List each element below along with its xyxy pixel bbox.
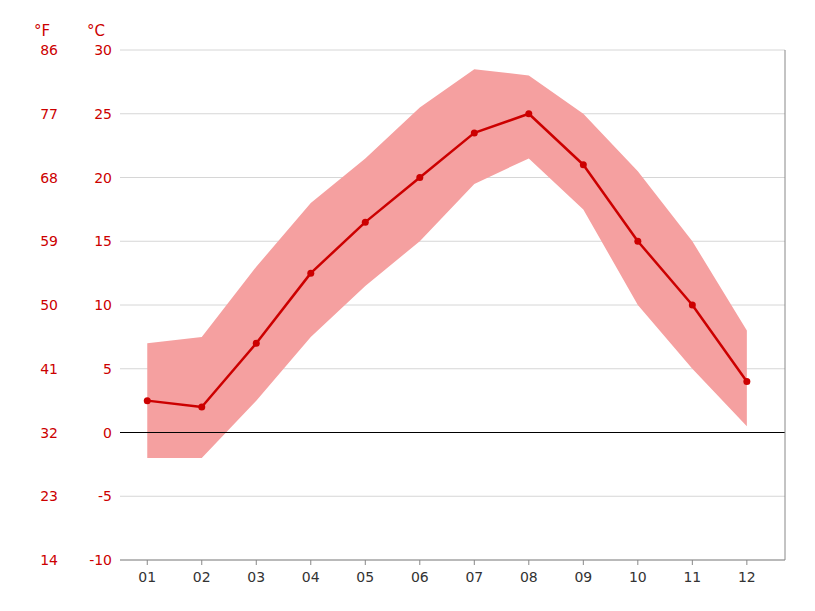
temperature-band [147, 69, 747, 458]
x-tick-label: 10 [629, 569, 647, 585]
background [0, 0, 815, 611]
x-tick [201, 560, 202, 565]
y2-tick-label: 50 [40, 297, 58, 313]
y-tick-label: 15 [94, 233, 112, 249]
y-tick-label: 0 [103, 425, 112, 441]
x-tick [474, 560, 475, 565]
x-tick-label: 12 [738, 569, 756, 585]
x-tick [419, 560, 420, 565]
average-marker [362, 219, 369, 226]
x-tick-label: 08 [520, 569, 538, 585]
y2-tick-label: 77 [40, 106, 58, 122]
average-marker [253, 340, 260, 347]
y-tick-label: -10 [89, 552, 112, 568]
average-line [147, 114, 747, 407]
y2-tick-label: 23 [40, 488, 58, 504]
grid [120, 50, 785, 560]
x-tick [310, 560, 311, 565]
right-axis-line [785, 50, 786, 560]
y-tick-label: 30 [94, 42, 112, 58]
plot-data [120, 69, 785, 458]
x-tick-label: 01 [138, 569, 156, 585]
x-tick-label: 11 [683, 569, 701, 585]
average-marker [144, 397, 151, 404]
x-tick [692, 560, 693, 565]
average-marker [307, 270, 314, 277]
average-marker [634, 238, 641, 245]
x-tick [365, 560, 366, 565]
y-tick-label: 25 [94, 106, 112, 122]
x-tick-label: 03 [247, 569, 265, 585]
y-tick-label: -5 [98, 488, 112, 504]
x-tick-label: 04 [302, 569, 320, 585]
average-marker [580, 161, 587, 168]
average-marker [525, 110, 532, 117]
y2-tick-label: 68 [40, 170, 58, 186]
chart: -10-5051015202530142332415059687786°C°F0… [0, 0, 815, 611]
x-tick-label: 09 [574, 569, 592, 585]
y-tick-label: 5 [103, 361, 112, 377]
zero-line [120, 432, 785, 433]
x-tick [147, 560, 148, 565]
grid-line [120, 50, 785, 51]
y2-tick-label: 86 [40, 42, 58, 58]
x-tick [637, 560, 638, 565]
average-marker [743, 378, 750, 385]
x-tick-label: 07 [465, 569, 483, 585]
x-tick [256, 560, 257, 565]
average-marker [416, 174, 423, 181]
x-axis-line [120, 560, 785, 561]
x-tick-label: 06 [411, 569, 429, 585]
y-tick-label: 10 [94, 297, 112, 313]
y2-tick-label: 32 [40, 425, 58, 441]
average-marker [198, 404, 205, 411]
x-tick [583, 560, 584, 565]
x-tick-label: 02 [193, 569, 211, 585]
x-tick-label: 05 [356, 569, 374, 585]
x-tick [528, 560, 529, 565]
average-marker [689, 302, 696, 309]
y-tick-label: 20 [94, 170, 112, 186]
grid-line [120, 432, 785, 433]
average-marker [471, 129, 478, 136]
y2-tick-label: 14 [40, 552, 58, 568]
y2-tick-label: 59 [40, 233, 58, 249]
y2-tick-label: 41 [40, 361, 58, 377]
grid-line [120, 560, 785, 561]
y-axis-label: °C [87, 22, 105, 40]
x-tick [746, 560, 747, 565]
y2-axis-label: °F [34, 22, 50, 40]
grid-line [120, 496, 785, 497]
